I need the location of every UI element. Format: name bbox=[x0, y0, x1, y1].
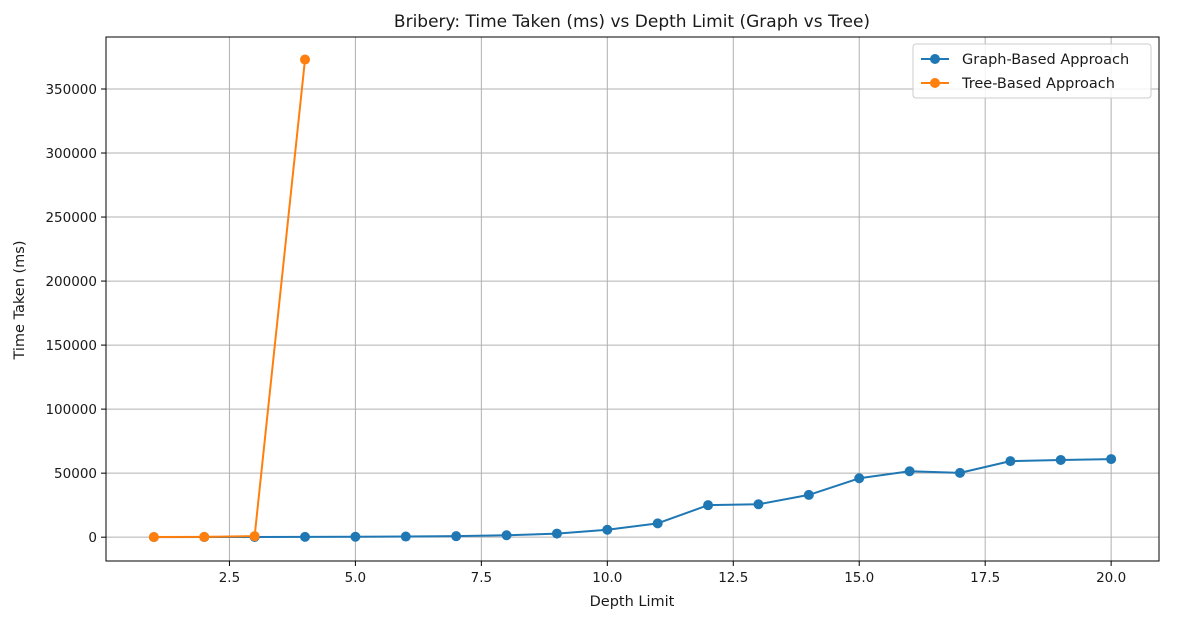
data-point bbox=[451, 531, 462, 542]
y-tick-label: 200000 bbox=[45, 274, 97, 290]
data-point bbox=[854, 473, 865, 484]
legend-label: Tree-Based Approach bbox=[961, 76, 1115, 92]
data-point bbox=[249, 531, 260, 542]
y-tick-label: 150000 bbox=[45, 338, 97, 354]
legend-box bbox=[912, 43, 1152, 99]
plot-area-frame bbox=[105, 36, 1160, 562]
legend-label: Graph-Based Approach bbox=[962, 52, 1129, 68]
series-tree-based-approach bbox=[148, 54, 311, 543]
data-point bbox=[652, 518, 663, 529]
y-tick-label: 50000 bbox=[54, 466, 97, 482]
data-point bbox=[904, 466, 915, 477]
chart-title: Bribery: Time Taken (ms) vs Depth Limit … bbox=[394, 12, 870, 32]
data-point bbox=[703, 500, 714, 511]
data-point bbox=[199, 531, 210, 542]
data-point bbox=[501, 530, 512, 541]
data-point bbox=[1005, 456, 1016, 467]
legend-item: Graph-Based Approach bbox=[921, 52, 1129, 68]
series-line bbox=[153, 59, 307, 539]
x-tick-label: 17.5 bbox=[970, 570, 1000, 586]
data-point bbox=[954, 467, 965, 478]
x-tick-label: 5.0 bbox=[345, 570, 366, 586]
x-axis-ticks: 2.5 5.0 7.5 10.0 12.5 15.0 17.5 20.0 bbox=[219, 561, 1126, 586]
y-axis-ticks: 0 50000 100000 150000 200000 250000 300000 3500… bbox=[45, 82, 106, 546]
data-point bbox=[602, 524, 613, 535]
x-tick-label: 12.5 bbox=[718, 570, 748, 586]
series-layer bbox=[148, 54, 1117, 543]
x-tick-label: 20.0 bbox=[1096, 570, 1126, 586]
x-tick-label: 7.5 bbox=[471, 570, 492, 586]
series-line bbox=[153, 458, 1112, 539]
data-point bbox=[551, 528, 562, 539]
legend-marker bbox=[930, 54, 940, 64]
legend-item: Tree-Based Approach bbox=[921, 76, 1115, 92]
x-axis-title: Depth Limit bbox=[590, 594, 675, 610]
y-tick-label: 250000 bbox=[45, 210, 97, 226]
data-point bbox=[400, 531, 411, 542]
data-point bbox=[350, 531, 361, 542]
data-point bbox=[753, 499, 764, 510]
x-tick-label: 15.0 bbox=[844, 570, 874, 586]
data-point bbox=[300, 531, 311, 542]
y-tick-label: 350000 bbox=[45, 82, 97, 98]
y-axis-title: Time Taken (ms) bbox=[12, 240, 28, 360]
data-point bbox=[1055, 454, 1066, 465]
y-tick-label: 100000 bbox=[45, 402, 97, 418]
data-point bbox=[300, 54, 311, 65]
legend-marker bbox=[930, 78, 940, 88]
data-point bbox=[1106, 454, 1117, 465]
y-tick-label: 0 bbox=[88, 530, 97, 546]
y-tick-label: 300000 bbox=[45, 146, 97, 162]
x-tick-label: 2.5 bbox=[219, 570, 240, 586]
data-point bbox=[148, 532, 159, 543]
legend: Graph-Based Approach Tree-Based Approach bbox=[912, 43, 1152, 99]
x-tick-label: 10.0 bbox=[592, 570, 622, 586]
data-point bbox=[803, 489, 814, 500]
